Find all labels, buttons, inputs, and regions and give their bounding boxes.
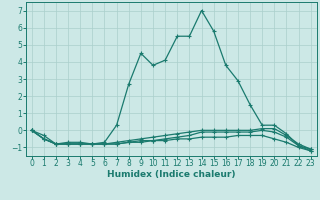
X-axis label: Humidex (Indice chaleur): Humidex (Indice chaleur)	[107, 170, 236, 179]
